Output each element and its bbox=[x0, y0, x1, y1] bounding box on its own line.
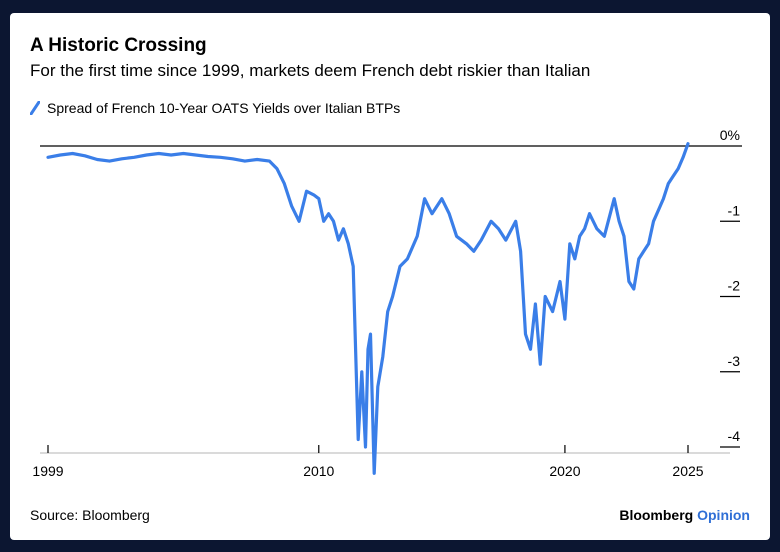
y-tick-label: 0% bbox=[720, 127, 740, 143]
legend-label: Spread of French 10-Year OATS Yields ove… bbox=[47, 100, 401, 116]
x-tick-label: 1999 bbox=[32, 463, 63, 479]
legend: Spread of French 10-Year OATS Yields ove… bbox=[30, 99, 400, 117]
brand-logo: Bloomberg Opinion bbox=[619, 507, 750, 523]
y-tick-label: -4 bbox=[728, 428, 741, 444]
series-line-0 bbox=[46, 142, 690, 475]
x-tick-label: 2020 bbox=[549, 463, 580, 479]
x-tick-label: 2025 bbox=[672, 463, 703, 479]
line-chart: 0% -1 -2 -3 -4 1999 2010 2020 2025 bbox=[32, 127, 742, 479]
chart-card: A Historic Crossing For the first time s… bbox=[10, 13, 770, 540]
y-tick-label: -3 bbox=[728, 353, 741, 369]
legend-swatch-icon bbox=[30, 101, 40, 115]
y-tick-label: -1 bbox=[728, 202, 741, 218]
chart-subtitle: For the first time since 1999, markets d… bbox=[30, 61, 591, 80]
y-tick-label: -2 bbox=[728, 278, 741, 294]
chart-title: A Historic Crossing bbox=[30, 35, 207, 56]
brand-name: Bloomberg bbox=[619, 507, 694, 523]
source-note: Source: Bloomberg bbox=[30, 507, 150, 523]
x-tick-label: 2010 bbox=[303, 463, 334, 479]
brand-suffix: Opinion bbox=[697, 507, 750, 523]
